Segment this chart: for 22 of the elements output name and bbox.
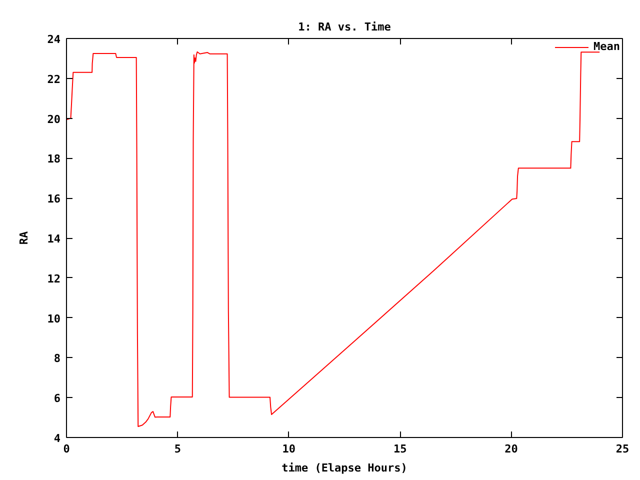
x-tick-label: 0	[63, 442, 70, 456]
x-tick-label: 25	[616, 442, 630, 456]
y-tick-label: 12	[47, 272, 61, 286]
x-tick-label: 20	[504, 442, 518, 456]
y-tick-label: 18	[47, 152, 61, 166]
chart-title: 1: RA vs. Time	[298, 20, 392, 34]
y-tick-label: 4	[54, 432, 61, 445]
y-tick-label: 8	[54, 352, 60, 366]
y-tick-label: 14	[47, 232, 61, 246]
x-tick-label: 5	[174, 442, 182, 456]
y-tick-label: 16	[47, 192, 61, 206]
line-series	[66, 51, 600, 428]
y-tick-label: 20	[47, 112, 61, 126]
legend-label: Mean	[594, 40, 620, 53]
x-axis-title: time (Elapse Hours)	[282, 462, 408, 474]
x-tick-label: 10	[282, 442, 296, 456]
y-tick-label: 22	[47, 72, 61, 86]
y-tick-label: 6	[54, 392, 61, 406]
y-tick-label: 10	[47, 312, 61, 326]
y-axis-title: RA	[17, 231, 30, 245]
y-tick-label: 24	[47, 33, 61, 46]
x-tick-label: 15	[393, 442, 407, 456]
